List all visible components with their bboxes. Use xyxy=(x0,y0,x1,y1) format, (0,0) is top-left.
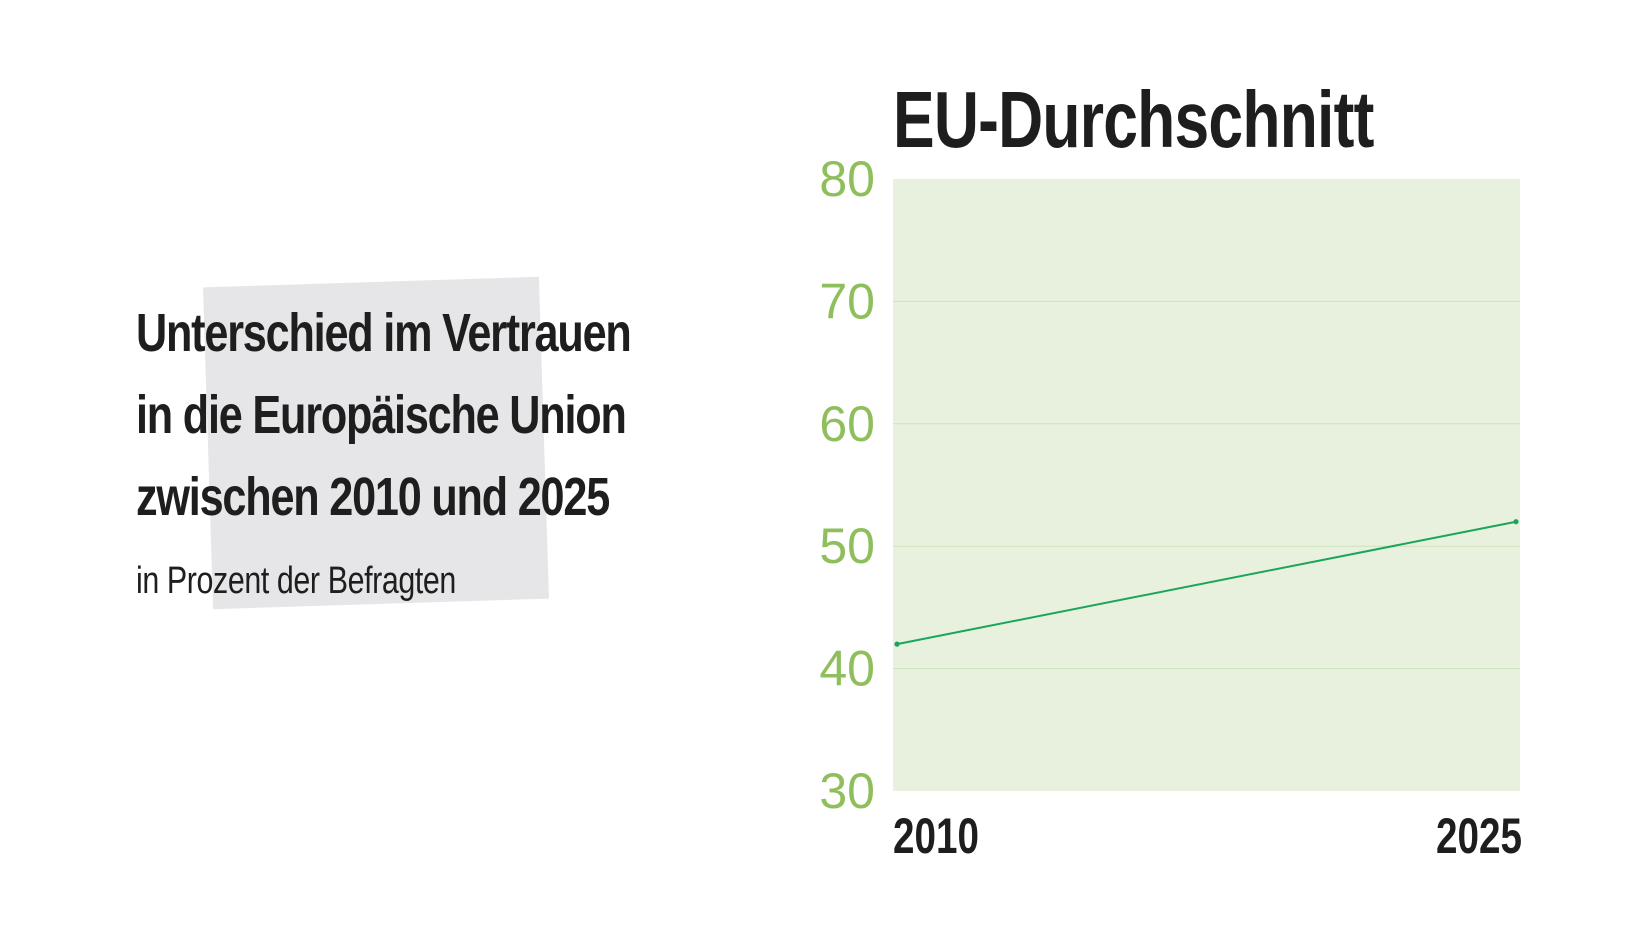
heading-line-3: zwischen 2010 und 2025 xyxy=(136,467,610,527)
x-tick-label: 2010 xyxy=(893,808,979,864)
y-tick-label: 30 xyxy=(819,763,875,819)
y-tick-label: 40 xyxy=(819,641,875,697)
x-axis-ticks: 2010 2025 xyxy=(893,808,1522,864)
data-points xyxy=(894,519,1519,647)
heading-line-1: Unterschied im Vertrauen xyxy=(136,303,632,363)
heading-line-2: in die Europäische Union xyxy=(136,385,627,445)
x-tick-label: 2025 xyxy=(1436,808,1522,864)
page-subtitle: in Prozent der Befragten xyxy=(136,560,456,602)
series-lines xyxy=(896,520,1517,646)
chart-title: EU-Durchschnitt xyxy=(893,75,1374,164)
y-tick-label: 80 xyxy=(819,151,875,207)
data-point xyxy=(894,641,900,647)
y-axis-ticks: 30 40 50 60 70 80 xyxy=(819,151,875,819)
plot-area xyxy=(893,179,1520,791)
y-tick-label: 60 xyxy=(819,396,875,452)
gridlines xyxy=(893,300,1520,670)
y-tick-label: 50 xyxy=(819,518,875,574)
data-point xyxy=(1513,519,1519,525)
page-heading: Unterschied im Vertrauen in die Europäis… xyxy=(136,292,632,538)
y-tick-label: 70 xyxy=(819,273,875,329)
series-line xyxy=(896,520,1517,646)
